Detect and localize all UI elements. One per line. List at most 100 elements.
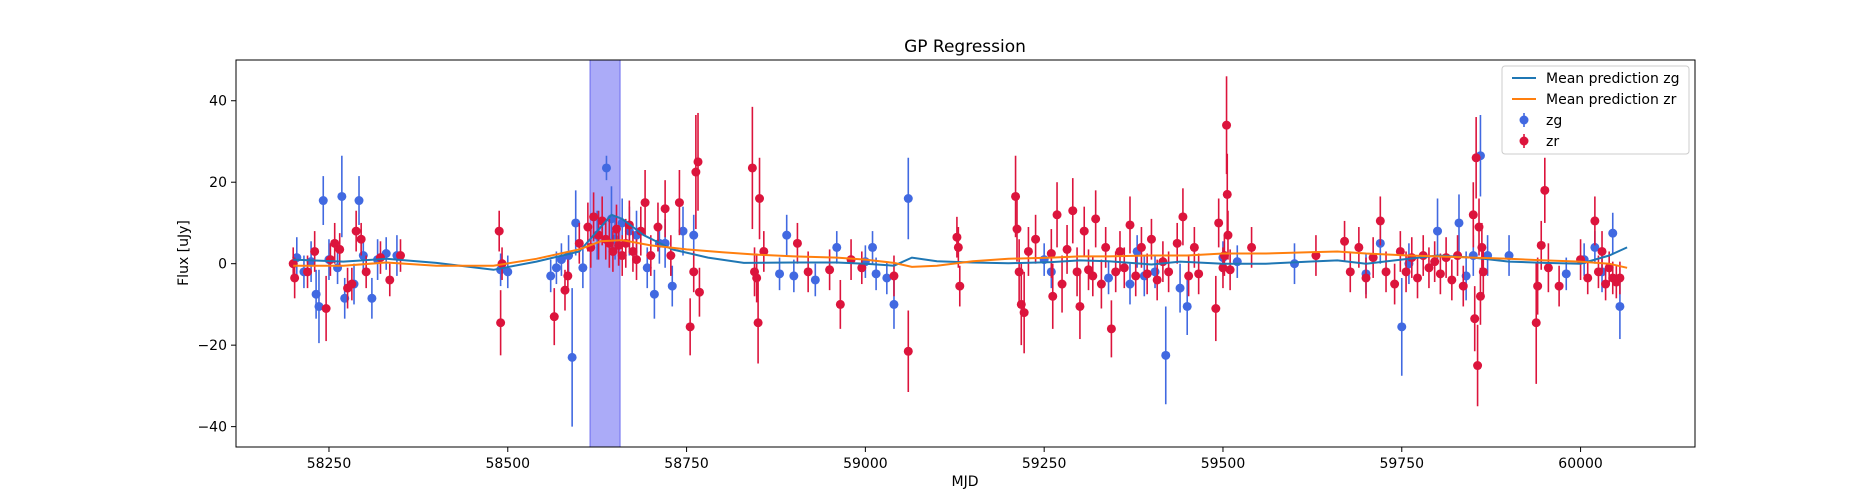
data-point <box>1019 308 1029 318</box>
data-point <box>563 271 573 281</box>
data-point <box>832 242 842 252</box>
data-point <box>1161 350 1171 360</box>
data-point <box>689 267 699 277</box>
legend-marker-zr <box>1519 136 1529 146</box>
data-point <box>1052 210 1062 220</box>
data-point <box>1189 242 1199 252</box>
data-point <box>1458 281 1468 291</box>
data-point <box>1593 267 1603 277</box>
legend-marker-zg <box>1519 115 1529 125</box>
data-point <box>337 191 347 201</box>
data-point <box>1136 242 1146 252</box>
data-point <box>903 194 913 204</box>
data-point <box>608 246 618 256</box>
data-point <box>503 267 513 277</box>
legend-box <box>1501 65 1690 155</box>
data-point <box>1048 291 1058 301</box>
data-point <box>1413 273 1423 283</box>
data-point <box>1068 206 1078 216</box>
data-point <box>1533 281 1543 291</box>
data-point <box>649 289 659 299</box>
data-point <box>617 251 627 261</box>
data-point <box>1104 273 1114 283</box>
legend-label: zg <box>1546 113 1562 129</box>
y-tick-label: −40 <box>197 420 227 436</box>
x-tick-label: 59500 <box>1201 456 1246 472</box>
data-point <box>567 352 577 362</box>
data-point <box>1430 257 1440 267</box>
data-point <box>367 293 377 303</box>
data-point <box>1023 246 1033 256</box>
data-point <box>1397 322 1407 332</box>
data-point <box>1146 234 1156 244</box>
data-point <box>871 269 881 279</box>
data-point <box>1401 267 1411 277</box>
data-point <box>1232 257 1242 267</box>
data-point <box>318 196 328 206</box>
data-point <box>1225 265 1235 275</box>
x-tick-label: 59000 <box>843 456 888 472</box>
data-point <box>1345 267 1355 277</box>
data-point <box>674 198 684 208</box>
data-point <box>1119 263 1129 273</box>
data-point <box>494 226 504 236</box>
data-point <box>611 224 621 234</box>
data-point <box>1531 318 1541 328</box>
data-point <box>1590 242 1600 252</box>
data-point <box>335 244 345 254</box>
data-point <box>1540 185 1550 195</box>
data-point <box>1583 273 1593 283</box>
y-axis: −40 −20 0 20 40 <box>197 94 236 436</box>
data-point <box>636 226 646 236</box>
data-point <box>952 232 962 242</box>
data-point <box>375 253 385 263</box>
x-tick-label: 59250 <box>1022 456 1067 472</box>
data-point <box>889 271 899 281</box>
data-point <box>1115 246 1125 256</box>
data-point <box>1468 210 1478 220</box>
data-point <box>1158 257 1168 267</box>
data-point <box>556 255 566 265</box>
data-point <box>1096 279 1106 289</box>
data-point <box>689 230 699 240</box>
data-point <box>693 157 703 167</box>
data-point <box>1091 214 1101 224</box>
data-point <box>1447 275 1457 285</box>
data-point <box>1125 279 1135 289</box>
data-point <box>614 240 624 250</box>
data-point <box>1478 267 1488 277</box>
data-point <box>496 318 506 328</box>
data-point <box>747 163 757 173</box>
data-point <box>1375 216 1385 226</box>
x-tick-label: 59750 <box>1379 456 1424 472</box>
data-point <box>1184 271 1194 281</box>
data-point <box>1473 361 1483 371</box>
data-point <box>325 255 335 265</box>
data-point <box>825 265 835 275</box>
data-point <box>1088 271 1098 281</box>
data-point <box>1218 263 1228 273</box>
x-tick-label: 58500 <box>486 456 531 472</box>
data-point <box>1211 303 1221 313</box>
data-point <box>653 222 663 232</box>
data-point <box>1477 242 1487 252</box>
data-point <box>803 267 813 277</box>
data-point <box>1561 269 1571 279</box>
x-tick-label: 58750 <box>664 456 709 472</box>
data-point <box>330 238 340 248</box>
data-point <box>646 251 656 261</box>
data-point <box>1361 273 1371 283</box>
data-point <box>1395 246 1405 256</box>
data-point <box>753 318 763 328</box>
data-point <box>1223 230 1233 240</box>
data-point <box>1012 224 1022 234</box>
x-axis-label: MJD <box>952 474 979 490</box>
data-point <box>395 251 405 261</box>
data-point <box>361 267 371 277</box>
data-point <box>1101 242 1111 252</box>
data-point <box>1182 301 1192 311</box>
data-point <box>1172 238 1182 248</box>
data-point <box>1075 301 1085 311</box>
data-point <box>578 263 588 273</box>
